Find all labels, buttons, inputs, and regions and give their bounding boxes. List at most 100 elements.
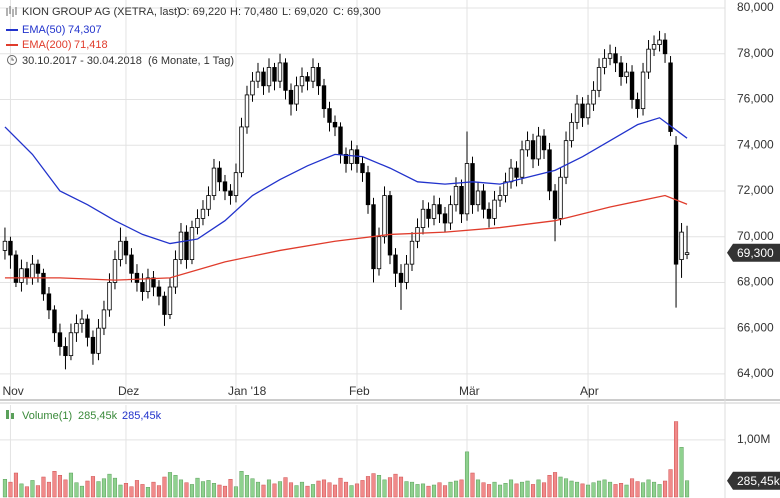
candle-body bbox=[525, 140, 530, 151]
candle-body bbox=[222, 181, 228, 192]
candle-body bbox=[85, 318, 90, 338]
volume-bar bbox=[442, 485, 448, 498]
candle-body bbox=[448, 204, 453, 224]
candle-body bbox=[134, 272, 140, 283]
volume-bar bbox=[481, 482, 486, 498]
candle-body bbox=[679, 231, 684, 260]
candle-body bbox=[299, 76, 305, 87]
candle-body bbox=[415, 227, 420, 242]
volume-bar bbox=[79, 485, 85, 498]
candle-body bbox=[646, 48, 651, 73]
candle-body bbox=[288, 89, 294, 105]
volume-bar bbox=[151, 481, 156, 498]
candle-body bbox=[244, 94, 250, 128]
volume-bar bbox=[222, 485, 228, 498]
volume-bar bbox=[486, 484, 492, 498]
volume-bar bbox=[228, 479, 233, 498]
candle-body bbox=[63, 346, 68, 357]
candle-body bbox=[310, 67, 316, 82]
candle-body bbox=[442, 213, 448, 224]
volume-bar bbox=[349, 485, 354, 498]
volume-bar bbox=[536, 479, 541, 498]
candle-body bbox=[68, 332, 74, 357]
candle-body bbox=[563, 140, 569, 178]
volume-bar bbox=[112, 477, 118, 498]
volume-bar bbox=[376, 475, 382, 498]
y-tick-label: 78,000 bbox=[737, 46, 774, 60]
volume-bar bbox=[668, 469, 673, 498]
open: O: 69,220 bbox=[178, 6, 226, 18]
volume-bar bbox=[233, 486, 239, 498]
volume-bar bbox=[629, 478, 635, 498]
candle-body bbox=[459, 185, 464, 215]
candle-body bbox=[657, 39, 662, 45]
candle-body bbox=[156, 286, 162, 297]
candle-body bbox=[607, 53, 613, 59]
volume-bar bbox=[211, 483, 217, 498]
candle-body bbox=[618, 62, 624, 78]
volume-bar bbox=[585, 484, 591, 498]
volume-bar bbox=[613, 484, 618, 498]
candle-body bbox=[662, 39, 668, 55]
volume-bar bbox=[497, 484, 503, 498]
volume-bar bbox=[332, 484, 338, 498]
volume-bar bbox=[503, 483, 508, 498]
volume-bar bbox=[35, 485, 41, 498]
volume-bar bbox=[272, 483, 277, 498]
volume-bar bbox=[30, 480, 35, 498]
volume-bar bbox=[288, 482, 294, 498]
candle-body bbox=[635, 99, 640, 110]
candle-body bbox=[239, 126, 244, 174]
candle-body bbox=[217, 167, 222, 183]
period-note: (6 Monate, 1 Tag) bbox=[148, 55, 234, 67]
volume-bar bbox=[635, 481, 640, 498]
volume-bar bbox=[558, 476, 563, 498]
volume-bar bbox=[74, 482, 79, 498]
candle-body bbox=[13, 254, 19, 283]
volume-bar bbox=[239, 471, 244, 498]
candle-body bbox=[57, 332, 63, 347]
candle-body bbox=[24, 268, 30, 279]
volume-bar bbox=[310, 484, 316, 498]
volume-bar bbox=[189, 484, 195, 498]
volume-bar bbox=[470, 472, 475, 498]
volume-bar bbox=[173, 475, 178, 498]
candle-body bbox=[101, 309, 107, 329]
volume-bar bbox=[459, 479, 464, 498]
volume-bar bbox=[316, 480, 321, 498]
volume-bar bbox=[305, 485, 310, 498]
candle-body bbox=[640, 71, 646, 110]
candle-body bbox=[195, 218, 200, 228]
candle-body bbox=[332, 121, 338, 128]
volume-bar bbox=[129, 486, 134, 498]
candle-body bbox=[112, 259, 118, 283]
volume-bar bbox=[52, 471, 57, 498]
volume-bar bbox=[283, 477, 288, 498]
volume-bar bbox=[475, 479, 481, 498]
candle-body bbox=[481, 190, 486, 210]
volume-bar bbox=[519, 481, 525, 498]
candle-body bbox=[426, 208, 431, 219]
y-tick-label: 80,000 bbox=[737, 0, 774, 14]
candle-body bbox=[673, 144, 679, 265]
volume-bar bbox=[101, 478, 107, 498]
x-tick-label: Mär bbox=[459, 384, 480, 398]
volume-value: 285,45k bbox=[122, 410, 162, 422]
volume-bar bbox=[541, 482, 547, 498]
legend-label: EMA(50) bbox=[22, 24, 65, 36]
title: KION GROUP AG (XETRA, last) bbox=[22, 6, 181, 18]
candle-body bbox=[74, 323, 79, 334]
candle-body bbox=[327, 108, 332, 123]
legend-value: 71,418 bbox=[74, 39, 108, 51]
candle-body bbox=[173, 259, 178, 288]
candle-body bbox=[376, 236, 382, 270]
candle-body bbox=[536, 135, 541, 160]
volume-bar bbox=[24, 486, 30, 498]
candle-body bbox=[184, 231, 189, 260]
candle-body bbox=[574, 103, 580, 123]
candle-body bbox=[30, 263, 35, 279]
vol-icon bbox=[6, 410, 9, 419]
volume-bar bbox=[123, 483, 129, 498]
candle-body bbox=[200, 208, 206, 219]
